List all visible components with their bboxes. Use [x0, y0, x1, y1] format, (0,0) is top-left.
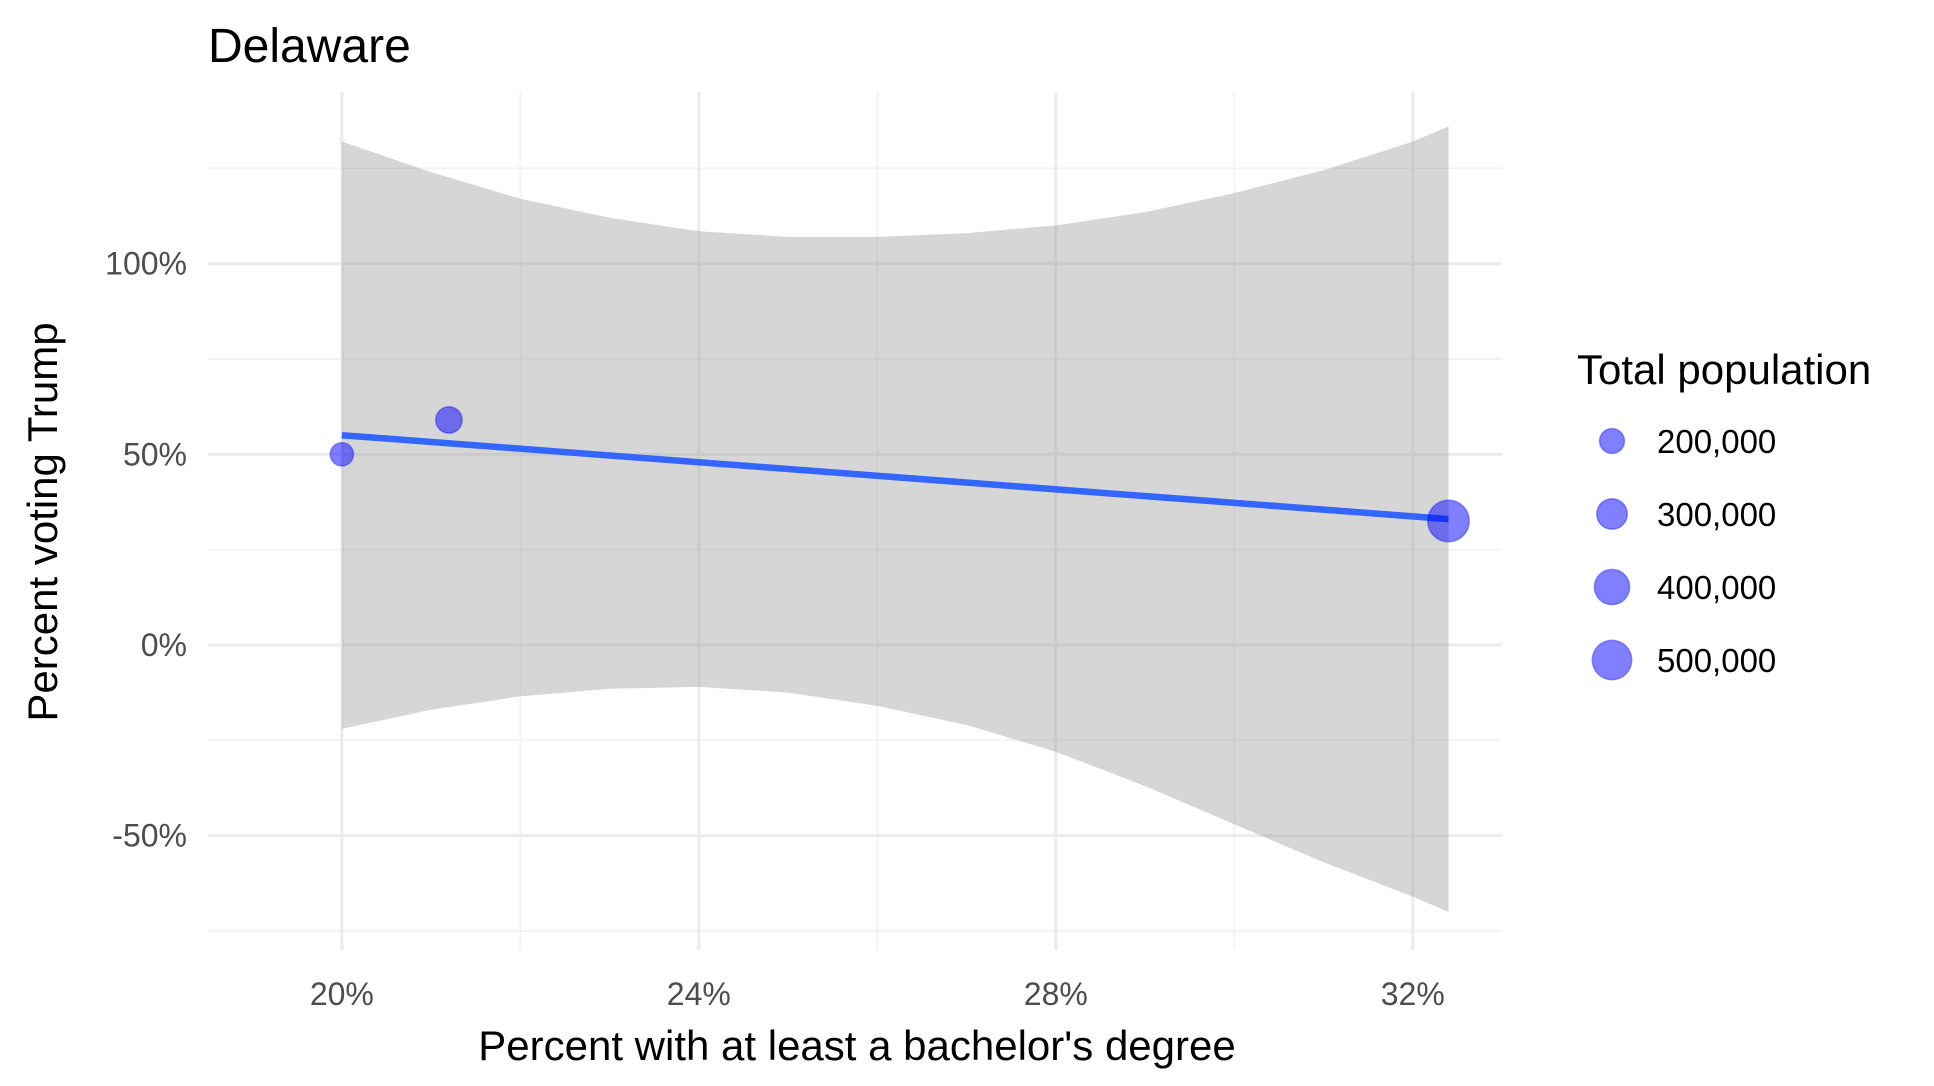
legend-key — [1593, 568, 1631, 606]
chart-title: Delaware — [208, 20, 411, 73]
legend-key — [1595, 497, 1629, 531]
data-point — [329, 441, 355, 467]
y-tick-label: -50% — [112, 818, 187, 854]
confidence-band — [341, 126, 1449, 912]
trend-line-layer — [341, 431, 1449, 523]
legend: Total population 200,000 300,000 400,000 50… — [1577, 346, 1871, 681]
y-tick-label: 100% — [105, 246, 187, 282]
legend-label: 500,000 — [1657, 642, 1776, 679]
legend-key — [1598, 427, 1626, 455]
x-axis-title: Percent with at least a bachelor's degre… — [478, 1022, 1235, 1069]
y-tick-label: 0% — [141, 627, 187, 663]
grid-layer — [208, 92, 1502, 950]
legend-label: 400,000 — [1657, 569, 1776, 606]
data-point — [434, 405, 463, 434]
x-tick-label: 24% — [667, 976, 731, 1012]
legend-label: 300,000 — [1657, 496, 1776, 533]
y-tick-label: 50% — [123, 436, 187, 472]
confidence-band-layer — [341, 126, 1449, 912]
trend-line — [341, 431, 1449, 523]
legend-items: 200,000 300,000 400,000 500,000 — [1591, 423, 1776, 681]
y-axis-title: Percent voting Trump — [19, 322, 66, 721]
tick-label-layer: 20% 24% 28% 32% -50% 0% 50% 100% — [105, 246, 1445, 1012]
legend-label: 200,000 — [1657, 423, 1776, 460]
x-tick-label: 32% — [1381, 976, 1445, 1012]
data-point — [1426, 499, 1471, 543]
x-tick-label: 20% — [310, 976, 374, 1012]
legend-title: Total population — [1577, 346, 1871, 393]
points-layer — [329, 405, 1471, 543]
x-tick-label: 28% — [1024, 976, 1088, 1012]
legend-key — [1591, 639, 1633, 681]
